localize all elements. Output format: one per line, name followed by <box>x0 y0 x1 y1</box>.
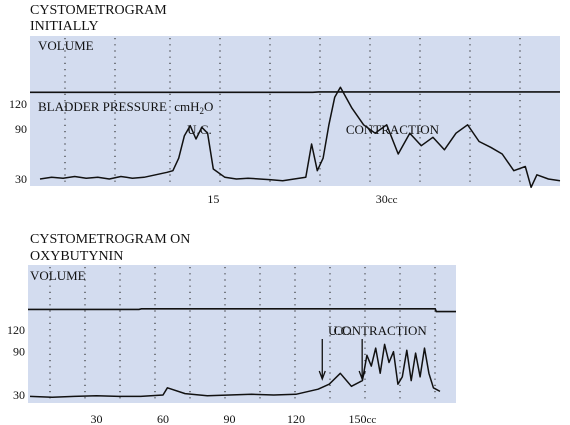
chart-2-volume-trace <box>28 308 456 313</box>
chart-1-pressure-label: BLADDER PRESSURE cmH2O <box>38 99 213 116</box>
annotation-arrow <box>318 339 326 381</box>
x-tick-label: 30 <box>90 412 102 425</box>
annotation-label: CONTRACTION <box>334 323 428 338</box>
chart-1-y-ticks: 120 90 30 <box>9 97 27 186</box>
x-tick-label: 90 <box>223 412 235 425</box>
chart-2-title-line-2: OXYBUTYNIN <box>30 249 123 264</box>
chart-1-title-line-2: INITIALLY <box>30 19 99 34</box>
x-tick-label: 60 <box>157 412 169 425</box>
chart-1-pressure-trace <box>39 86 561 189</box>
y-tick-label: 30 <box>13 388 25 402</box>
x-tick-label: 30cc <box>376 192 398 206</box>
chart-1-title-line-1: CYSTOMETROGRAM <box>30 3 167 18</box>
y-tick-label: 90 <box>13 345 25 359</box>
chart-2-plot-area <box>28 265 456 403</box>
annotation-label: CONTRACTION <box>346 122 440 137</box>
chart-2-x-ticks: 30 60 90 120 150cc <box>90 412 376 425</box>
chart-1-volume-label: VOLUME <box>38 38 94 53</box>
chart-2-annotations: U.C.CONTRACTION <box>318 323 428 381</box>
annotation-label: U.C. <box>328 323 353 338</box>
y-tick-label: 120 <box>9 97 27 111</box>
x-tick-label: 120 <box>287 412 305 425</box>
chart-2-volume-label: VOLUME <box>30 268 86 283</box>
x-tick-label: 15 <box>207 192 219 206</box>
y-tick-label: 120 <box>7 323 25 337</box>
y-tick-label: 30 <box>15 172 27 186</box>
chart-2-y-ticks: 120 90 30 <box>7 323 25 402</box>
chart-initially: CYSTOMETROGRAM INITIALLY VOLUME BLADDER … <box>9 3 561 206</box>
chart-2-pressure-trace <box>29 343 441 398</box>
y-tick-label: 90 <box>15 122 27 136</box>
chart-2-grid <box>49 267 436 401</box>
chart-1-plot-area <box>30 36 560 186</box>
x-tick-label: 150cc <box>349 412 377 425</box>
chart-oxybutynin: CYSTOMETROGRAM ON OXYBUTYNIN VOLUME 120 9… <box>7 232 456 425</box>
chart-1-x-ticks: 15 30cc <box>207 192 397 206</box>
chart-2-title-line-1: CYSTOMETROGRAM ON <box>30 232 190 247</box>
